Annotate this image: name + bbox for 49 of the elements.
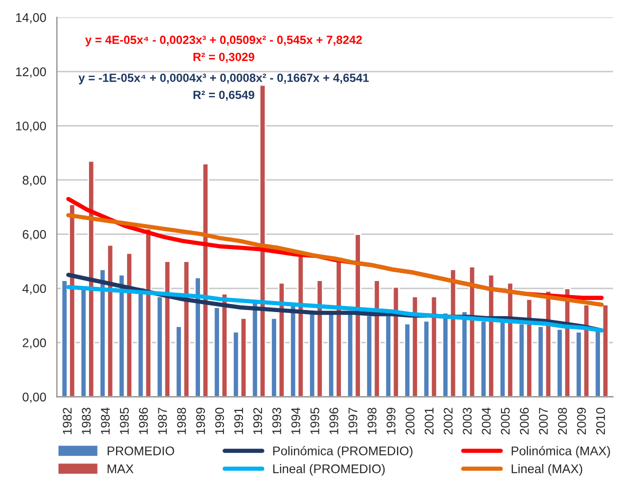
- x-tick-label: 2001: [424, 408, 434, 434]
- line-series: [66, 284, 604, 332]
- y-tick-label: 14,00: [16, 13, 46, 24]
- x-tick-label: 2009: [577, 408, 586, 434]
- x-tick-label: 1989: [196, 408, 205, 434]
- x-tick-label: 2007: [538, 408, 548, 434]
- x-tick-label: 1994: [291, 408, 300, 434]
- x-tick-label: 2006: [520, 408, 529, 434]
- x-tick-label: 1995: [310, 408, 320, 434]
- x-tick-label: 1999: [386, 408, 396, 434]
- y-tick-label: 8,00: [22, 176, 46, 186]
- x-tick-label: 1984: [100, 408, 110, 434]
- x-tick-label: 2004: [482, 408, 491, 434]
- x-tick-label: 2008: [558, 408, 567, 434]
- y-tick-label: 2,00: [22, 338, 46, 349]
- x-tick-label: 1983: [82, 408, 91, 434]
- y-tick-label: 0,00: [22, 392, 46, 403]
- x-tick-label: 1986: [139, 408, 148, 434]
- x-tick-label: 2010: [596, 408, 605, 434]
- annotation: y = 4E-05x⁴ - 0,0023x³ + 0,0509x² - 0,545x + 7,8242: [85, 36, 362, 46]
- x-tick-label: 2003: [462, 408, 472, 434]
- x-tick-label: 2002: [444, 408, 453, 434]
- y-tick-label: 10,00: [16, 122, 46, 132]
- line-series: [66, 213, 604, 307]
- x-tick-label: 1987: [158, 408, 167, 434]
- x-tick-label: 1993: [272, 408, 282, 434]
- legend-label: MAX: [108, 464, 134, 474]
- y-tick-label: 4,00: [22, 284, 46, 295]
- x-tick-label: 1990: [215, 408, 224, 434]
- legend-label: Polinómica (PROMEDIO): [273, 446, 412, 458]
- annotation: y = -1E-05x⁴ + 0,0004x³ + 0,0008x² - 0,1667x + 4,6541: [78, 74, 369, 84]
- legend-label: PROMEDIO: [108, 446, 174, 456]
- x-tick-label: 1992: [253, 408, 262, 434]
- annotation: R² = 0,3029: [194, 52, 254, 63]
- x-tick-label: 1996: [329, 408, 338, 434]
- x-tick-label: 2005: [500, 408, 510, 434]
- legend-label: Lineal (MAX): [512, 464, 582, 476]
- x-tick-label: 1997: [348, 408, 358, 434]
- y-tick-label: 12,00: [16, 67, 46, 78]
- x-tick-label: 1982: [62, 408, 72, 434]
- x-tick-label: 1991: [234, 408, 244, 434]
- x-tick-label: 2000: [406, 408, 414, 434]
- x-tick-label: 1985: [120, 408, 129, 434]
- x-tick-label: 1998: [368, 408, 376, 434]
- legend-label: Lineal (PROMEDIO): [273, 464, 385, 476]
- y-tick-label: 6,00: [22, 230, 46, 240]
- x-tick-label: 1988: [177, 408, 186, 434]
- annotation: R² = 0,6549: [194, 90, 254, 101]
- legend-label: Polinómica (MAX): [512, 446, 610, 458]
